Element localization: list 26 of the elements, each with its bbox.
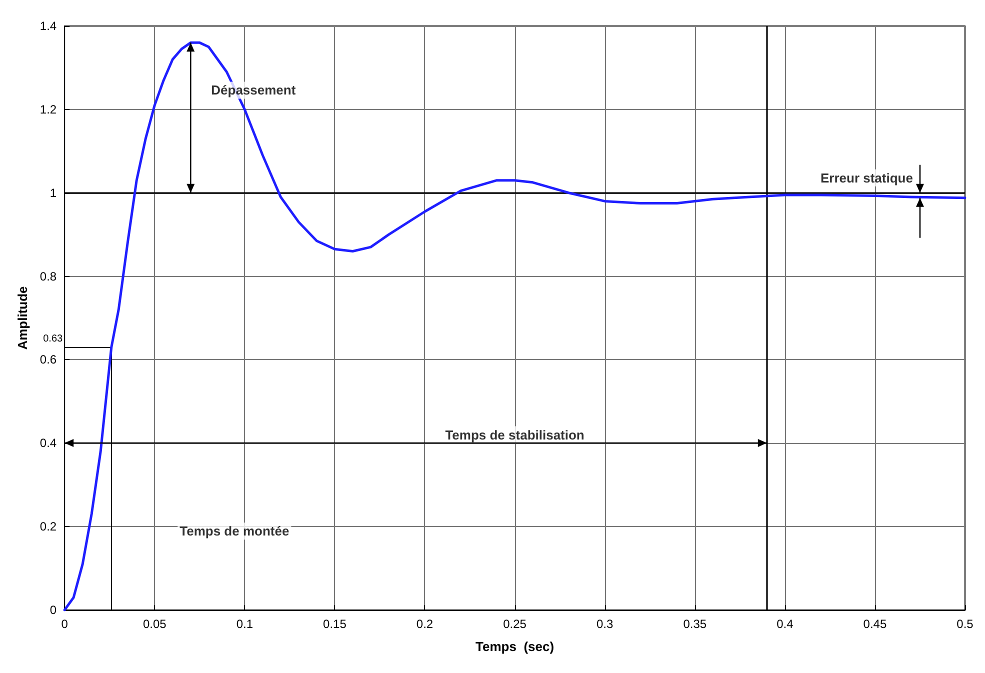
x-axis-title: Temps (sec) [476,639,554,654]
y-tick-label: 1.4 [40,19,57,33]
x-tick-label: 0.1 [236,617,254,631]
y-tick-label: 0.4 [40,436,57,450]
x-tick-label: 0.5 [956,617,974,631]
y-tick-label: 1 [50,186,57,200]
x-tick-label: 0 [61,617,68,631]
y-tick-label: 0.8 [40,269,57,284]
x-tick-label: 0.15 [323,617,347,631]
annotation: Dépassement [211,82,296,98]
x-tick-label: 0.45 [863,617,887,631]
annotation: Temps de montée [180,524,290,539]
x-tick-label: 0.05 [142,617,167,631]
y-axis-title: Amplitude [15,286,30,350]
y-tick-label: 0.2 [40,520,57,534]
x-tick-label: 0.2 [416,617,434,631]
y-tick-label: 0 [50,603,57,617]
x-tick-label: 0.4 [776,617,794,631]
x-tick-label: 0.3 [596,617,614,631]
ref-line-label: 0.63 [43,334,64,345]
annotation: Temps de stabilisation [445,427,584,442]
x-tick-label: 0.25 [503,617,527,631]
y-tick-label: 1.2 [40,102,57,116]
y-tick-label: 0.6 [40,352,57,367]
annotation: Erreur statique [820,170,913,186]
x-tick-label: 0.35 [683,617,707,631]
